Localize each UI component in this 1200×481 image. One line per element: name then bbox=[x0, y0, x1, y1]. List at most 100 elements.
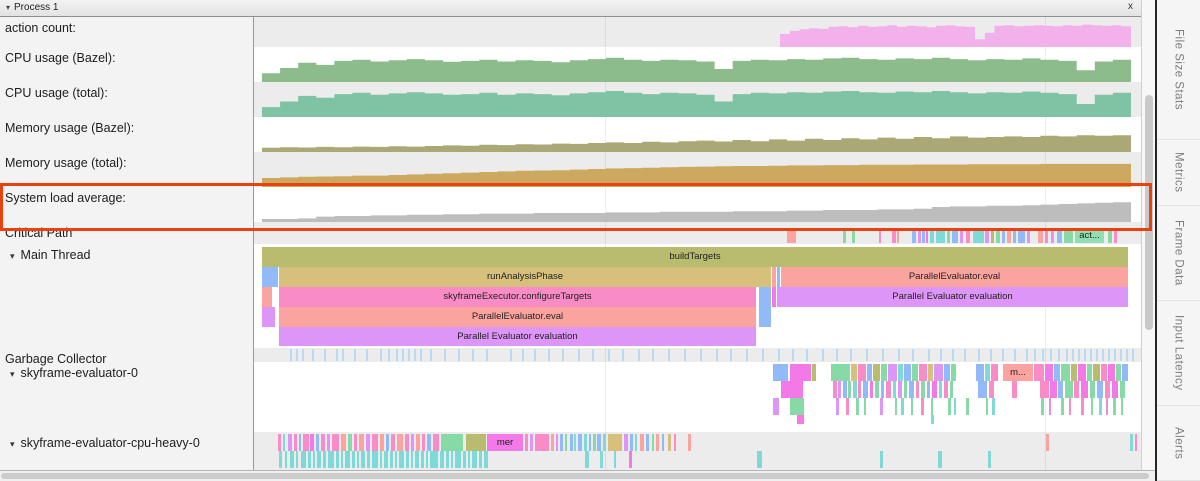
slice[interactable] bbox=[484, 451, 488, 468]
slice[interactable] bbox=[912, 229, 916, 243]
slice[interactable] bbox=[1027, 229, 1030, 243]
slice[interactable] bbox=[1065, 381, 1073, 398]
slice[interactable] bbox=[863, 381, 868, 398]
slice[interactable] bbox=[405, 434, 409, 451]
slice[interactable] bbox=[1012, 381, 1017, 398]
slice[interactable] bbox=[960, 229, 963, 243]
slice[interactable] bbox=[278, 434, 281, 451]
slice[interactable] bbox=[1007, 229, 1011, 243]
slice[interactable] bbox=[1081, 398, 1084, 415]
slice[interactable] bbox=[880, 451, 883, 468]
gc-event-tick[interactable] bbox=[578, 349, 580, 361]
slice[interactable] bbox=[321, 434, 325, 451]
slice[interactable] bbox=[888, 364, 897, 381]
slice[interactable] bbox=[790, 364, 811, 381]
slice[interactable] bbox=[773, 398, 779, 415]
slice[interactable] bbox=[856, 398, 859, 415]
slice[interactable] bbox=[1130, 434, 1133, 451]
slice[interactable] bbox=[357, 451, 359, 468]
slice[interactable] bbox=[848, 381, 851, 398]
slice[interactable] bbox=[1090, 381, 1095, 398]
slice[interactable] bbox=[332, 434, 339, 451]
slice[interactable] bbox=[928, 364, 933, 381]
gc-event-tick[interactable] bbox=[1108, 349, 1110, 361]
slice[interactable] bbox=[978, 381, 987, 398]
slice-buildtargets[interactable]: buildTargets bbox=[262, 247, 1128, 267]
slice[interactable] bbox=[380, 451, 382, 468]
gc-event-tick[interactable] bbox=[486, 349, 488, 361]
slice[interactable] bbox=[352, 451, 355, 468]
gc-event-tick[interactable] bbox=[342, 349, 344, 361]
gc-event-tick[interactable] bbox=[652, 349, 654, 361]
slice[interactable] bbox=[901, 398, 904, 415]
slice[interactable] bbox=[688, 434, 691, 451]
slice[interactable] bbox=[1074, 381, 1079, 398]
gc-event-tick[interactable] bbox=[1050, 349, 1052, 361]
slice[interactable] bbox=[1050, 381, 1057, 398]
gc-event-tick[interactable] bbox=[458, 349, 460, 361]
slice[interactable] bbox=[922, 229, 925, 243]
slice[interactable] bbox=[608, 434, 622, 451]
slice[interactable] bbox=[851, 364, 857, 381]
slice[interactable] bbox=[336, 451, 339, 468]
slice[interactable] bbox=[380, 434, 384, 451]
slice[interactable] bbox=[328, 451, 334, 468]
gc-event-tick[interactable] bbox=[1132, 349, 1134, 361]
gc-event-tick[interactable] bbox=[324, 349, 326, 361]
slice[interactable] bbox=[560, 434, 563, 451]
gc-event-tick[interactable] bbox=[1002, 349, 1004, 361]
slice[interactable] bbox=[317, 451, 321, 468]
slice[interactable] bbox=[1122, 364, 1128, 381]
gc-event-tick[interactable] bbox=[302, 349, 304, 361]
slice[interactable] bbox=[1108, 229, 1112, 243]
slice[interactable] bbox=[954, 398, 956, 415]
collapse-arrow-icon[interactable]: ▾ bbox=[10, 369, 15, 379]
slice[interactable] bbox=[630, 434, 633, 451]
slice[interactable] bbox=[1034, 364, 1044, 381]
slice[interactable] bbox=[411, 434, 414, 451]
gc-event-tick[interactable] bbox=[898, 349, 900, 361]
slice[interactable] bbox=[879, 229, 881, 243]
gc-event-tick[interactable] bbox=[1058, 349, 1060, 361]
tab-metrics[interactable]: Metrics bbox=[1157, 140, 1200, 206]
gc-event-tick[interactable] bbox=[1042, 349, 1044, 361]
slice[interactable] bbox=[296, 451, 298, 468]
slice[interactable] bbox=[909, 381, 914, 398]
slice[interactable] bbox=[372, 434, 378, 451]
slice[interactable] bbox=[992, 398, 995, 415]
slice[interactable] bbox=[422, 434, 425, 451]
slice[interactable] bbox=[843, 229, 846, 243]
slice[interactable] bbox=[1113, 398, 1116, 415]
gc-event-tick[interactable] bbox=[1026, 349, 1028, 361]
slice[interactable] bbox=[777, 267, 780, 287]
slice[interactable] bbox=[1114, 229, 1117, 243]
slice[interactable] bbox=[934, 364, 943, 381]
gc-event-tick[interactable] bbox=[912, 349, 914, 361]
slice[interactable] bbox=[898, 381, 902, 398]
slice[interactable] bbox=[652, 434, 654, 451]
tab-frame-data[interactable]: Frame Data bbox=[1157, 206, 1200, 301]
slice[interactable] bbox=[299, 434, 301, 451]
gc-event-tick[interactable] bbox=[1078, 349, 1080, 361]
gc-event-tick[interactable] bbox=[312, 349, 314, 361]
slice[interactable] bbox=[759, 307, 771, 327]
slice[interactable] bbox=[397, 434, 403, 451]
slice[interactable] bbox=[327, 434, 330, 451]
counter-chart-cpu-usage-total-[interactable] bbox=[262, 82, 1131, 117]
slice[interactable] bbox=[912, 364, 918, 381]
collapse-arrow-icon[interactable]: ▾ bbox=[10, 251, 15, 261]
slice[interactable] bbox=[635, 434, 637, 451]
gc-event-tick[interactable] bbox=[414, 349, 416, 361]
slice[interactable] bbox=[656, 434, 659, 451]
slice-skyframeexecutor-configuretargets[interactable]: skyframeExecutor.configureTargets bbox=[279, 287, 756, 307]
slice[interactable] bbox=[773, 364, 788, 381]
gc-event-tick[interactable] bbox=[430, 349, 432, 361]
slice[interactable] bbox=[1108, 364, 1115, 381]
slice[interactable] bbox=[1002, 229, 1005, 243]
slice[interactable] bbox=[1135, 434, 1137, 451]
slice[interactable] bbox=[313, 451, 315, 468]
slice[interactable] bbox=[1121, 398, 1123, 415]
slice[interactable] bbox=[1071, 364, 1077, 381]
slice[interactable] bbox=[1099, 398, 1102, 415]
slice[interactable] bbox=[262, 287, 272, 307]
